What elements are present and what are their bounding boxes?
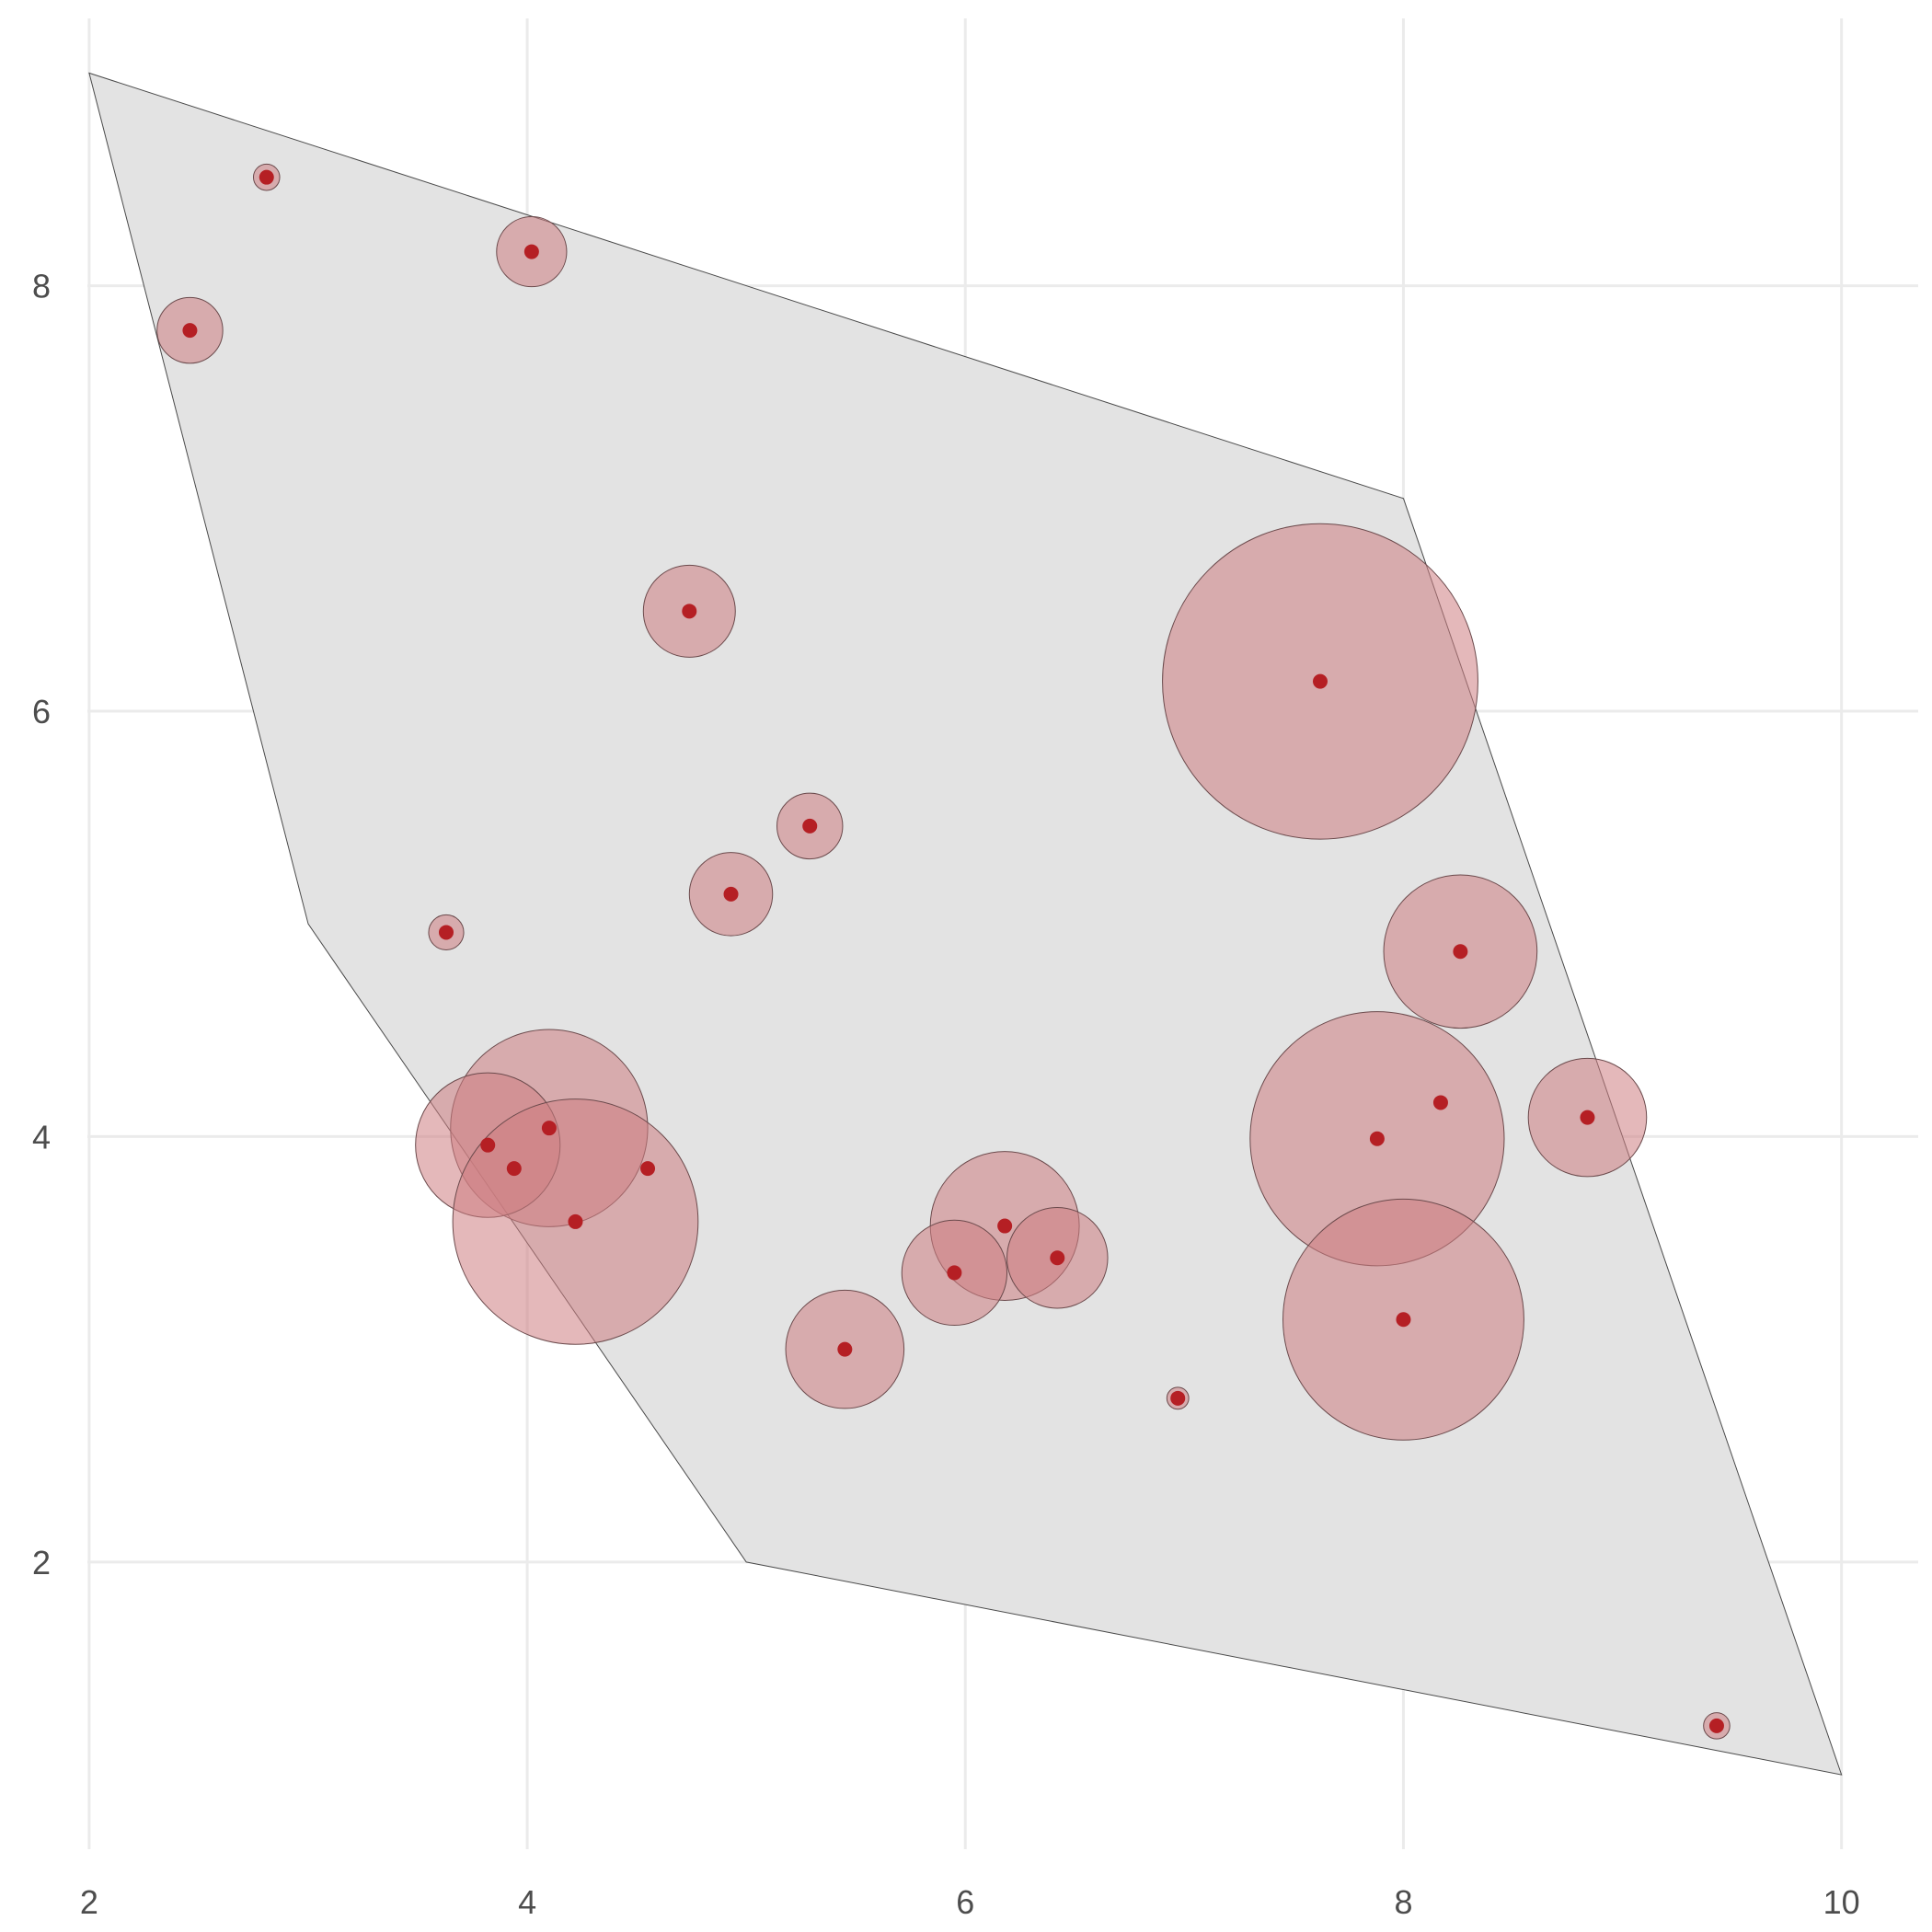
x-tick-label: 10 [1823,1883,1860,1921]
y-tick-label: 4 [32,1118,51,1156]
data-point [1170,1390,1186,1406]
y-tick-label: 6 [32,693,51,730]
axis-labels: 2 4 6 8 10 2 4 6 8 [32,268,1860,1921]
data-point [1369,1131,1385,1146]
data-point [506,1161,522,1177]
data-point [682,604,697,619]
data-point [480,1137,496,1153]
x-tick-label: 4 [518,1883,536,1921]
data-point [1313,673,1328,689]
data-point [1580,1110,1595,1125]
data-point [541,1121,557,1136]
points [182,169,1724,1733]
data-point [1050,1250,1065,1266]
data-point [259,169,274,185]
y-tick-label: 8 [32,268,51,305]
data-point [568,1213,583,1229]
data-point [997,1218,1013,1234]
x-tick-label: 8 [1394,1883,1412,1921]
data-point [1708,1718,1724,1733]
x-tick-label: 6 [956,1883,974,1921]
data-point [640,1161,656,1177]
data-point [947,1265,962,1281]
data-point [1432,1095,1448,1110]
data-point [723,886,739,902]
data-point [1453,944,1468,960]
data-point [802,818,818,834]
data-point [182,323,198,339]
data-point [837,1341,853,1357]
data-point [439,925,454,940]
data-point [523,244,539,259]
y-tick-label: 2 [32,1544,51,1581]
data-point [1396,1312,1411,1328]
x-tick-label: 2 [80,1883,98,1921]
